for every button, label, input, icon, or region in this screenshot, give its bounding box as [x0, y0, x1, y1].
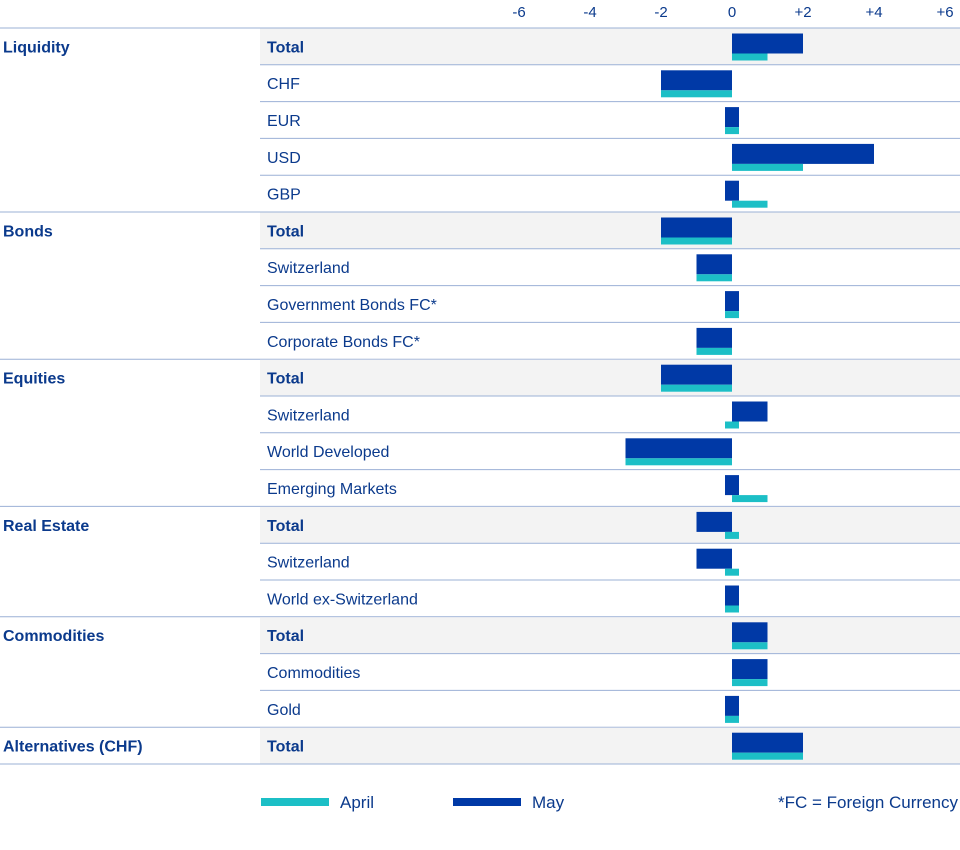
x-tick-label: +2: [794, 4, 811, 21]
bar-may: [732, 143, 874, 164]
bar-may: [661, 70, 732, 91]
category-label: Switzerland: [267, 260, 350, 277]
bar-may-zero: [725, 475, 739, 496]
group-label: Equities: [3, 371, 65, 388]
category-label: Total: [267, 628, 304, 645]
bar-april: [732, 163, 803, 171]
group-label: Bonds: [3, 223, 53, 240]
legend-swatch-april: [261, 798, 329, 806]
category-label: Gold: [267, 702, 301, 719]
bar-april: [661, 237, 732, 245]
bar-may: [732, 622, 768, 643]
bar-may: [732, 401, 768, 422]
bar-april-zero: [725, 421, 739, 429]
bar-april: [661, 384, 732, 392]
bar-may: [696, 254, 732, 275]
bar-may: [732, 732, 803, 753]
category-label: CHF: [267, 76, 300, 93]
total-row-background: [260, 727, 960, 764]
bar-may: [732, 33, 803, 54]
category-label: USD: [267, 150, 301, 167]
category-label: Emerging Markets: [267, 481, 397, 498]
bar-may-zero: [725, 695, 739, 716]
bar-april-zero: [725, 311, 739, 319]
bar-may: [696, 511, 732, 532]
bar-april: [625, 458, 732, 466]
category-label: Switzerland: [267, 555, 350, 572]
category-label: Total: [267, 39, 304, 56]
group-label: Alternatives (CHF): [3, 739, 143, 756]
bar-april: [732, 752, 803, 760]
legend-swatch-may: [453, 798, 521, 806]
total-row-background: [260, 506, 960, 543]
total-row-background: [260, 28, 960, 65]
group-label: Commodities: [3, 628, 104, 645]
bar-april: [696, 347, 732, 355]
category-label: Commodities: [267, 665, 360, 682]
bar-may: [696, 548, 732, 569]
bar-april-zero: [725, 568, 739, 576]
total-row-background: [260, 617, 960, 654]
bar-may: [661, 217, 732, 238]
bar-april-zero: [725, 531, 739, 539]
bar-april: [732, 679, 768, 687]
group-label: Liquidity: [3, 39, 70, 56]
bar-april: [696, 274, 732, 282]
bar-april-zero: [725, 715, 739, 723]
bar-april: [732, 53, 768, 61]
bar-may: [732, 659, 768, 680]
category-label: Total: [267, 371, 304, 388]
category-label: Total: [267, 518, 304, 535]
bar-april: [661, 90, 732, 98]
bar-may-zero: [725, 291, 739, 312]
bar-april: [732, 495, 768, 503]
category-label: World ex-Switzerland: [267, 591, 418, 608]
category-label: GBP: [267, 187, 301, 204]
bar-april: [732, 200, 768, 208]
legend-label-may: May: [532, 793, 565, 812]
bar-may-zero: [725, 180, 739, 201]
total-row-background: [260, 359, 960, 396]
category-label: Government Bonds FC*: [267, 297, 437, 314]
bar-may: [696, 327, 732, 348]
category-label: Total: [267, 223, 304, 240]
bar-april: [732, 642, 768, 650]
category-label: World Developed: [267, 444, 389, 461]
category-label: EUR: [267, 113, 301, 130]
total-row-background: [260, 212, 960, 249]
x-tick-label: +4: [865, 4, 882, 21]
bar-may: [661, 364, 732, 385]
group-label: Real Estate: [3, 518, 89, 535]
legend-label-april: April: [340, 793, 374, 812]
bar-april-zero: [725, 605, 739, 613]
category-label: Corporate Bonds FC*: [267, 334, 420, 351]
bar-may-zero: [725, 107, 739, 128]
x-tick-label: -6: [512, 4, 525, 21]
bar-may: [625, 438, 732, 459]
category-label: Switzerland: [267, 407, 350, 424]
bar-april-zero: [725, 127, 739, 135]
x-tick-label: 0: [728, 4, 736, 21]
x-tick-label: -2: [654, 4, 667, 21]
category-label: Total: [267, 739, 304, 756]
x-tick-label: -4: [583, 4, 596, 21]
footnote: *FC = Foreign Currency: [778, 793, 958, 812]
x-tick-label: +6: [936, 4, 953, 21]
bar-may-zero: [725, 585, 739, 606]
